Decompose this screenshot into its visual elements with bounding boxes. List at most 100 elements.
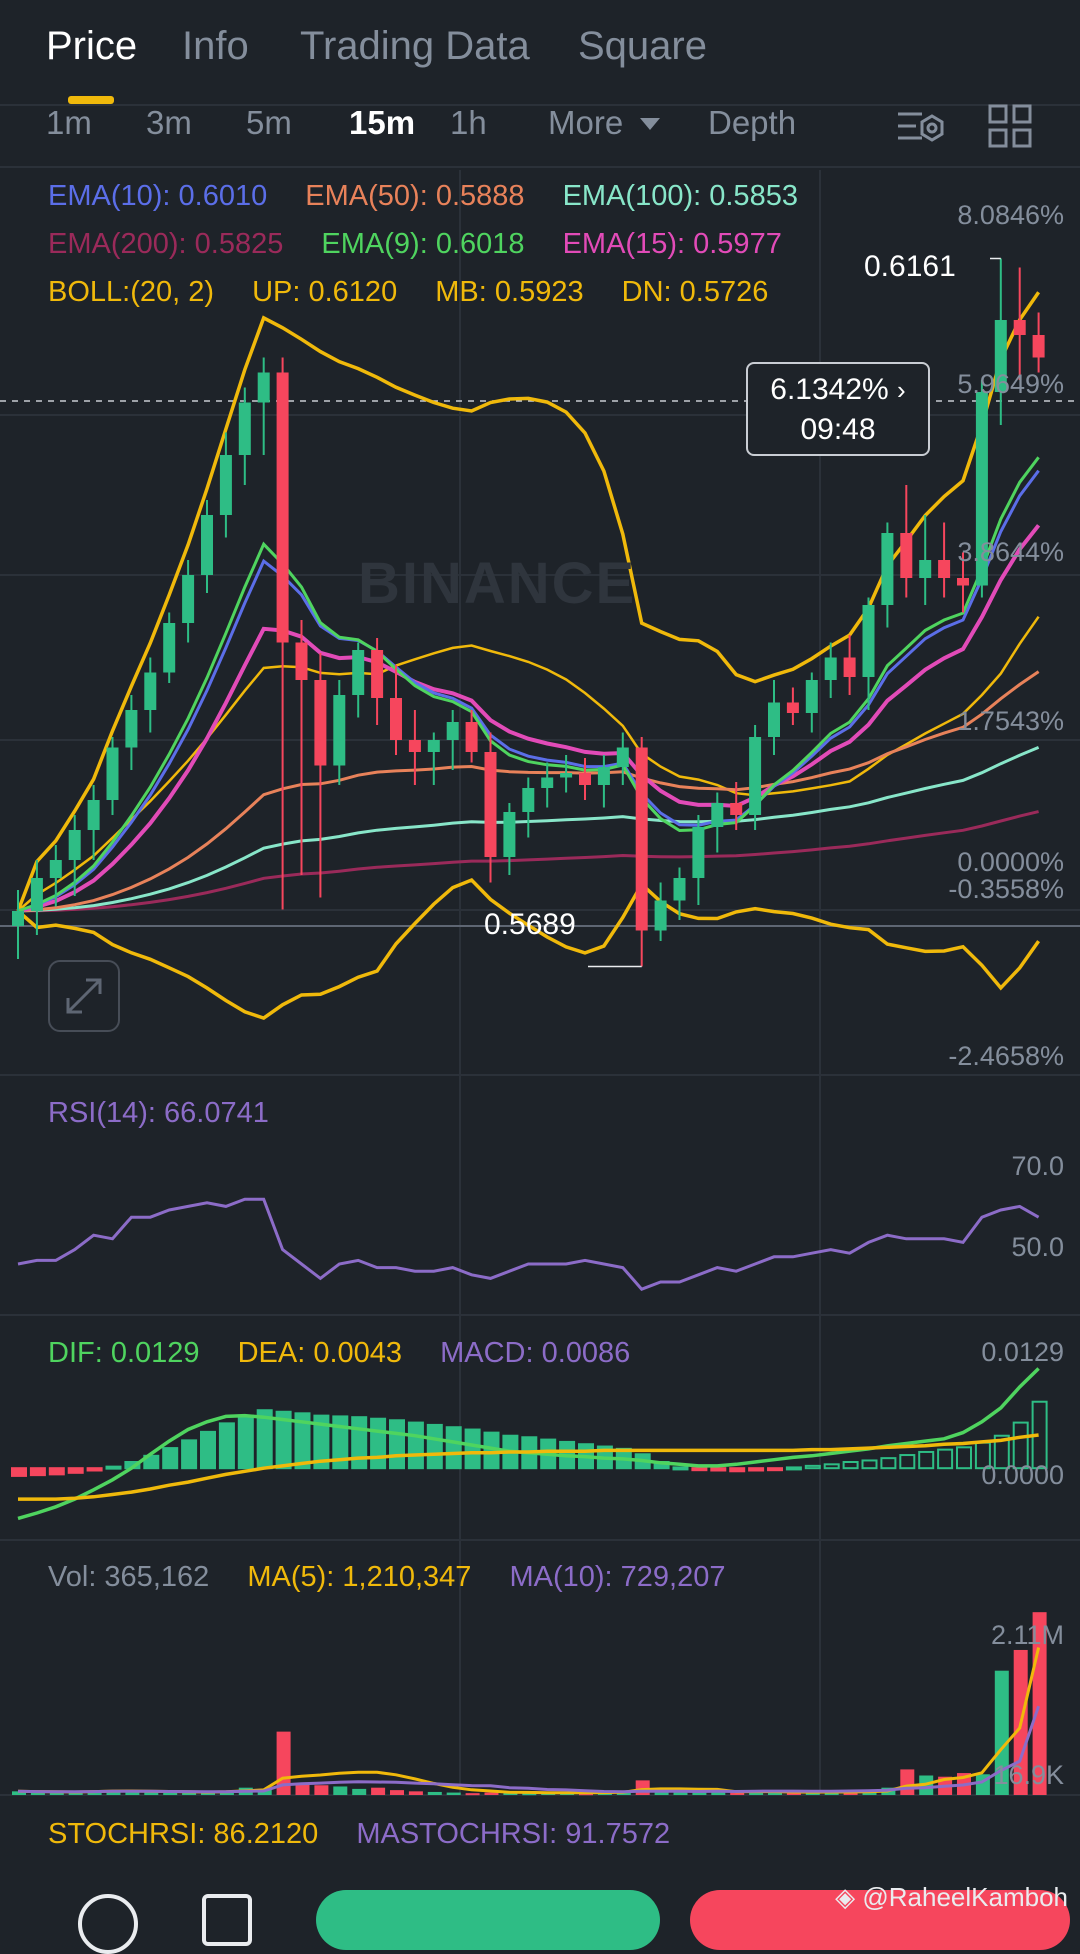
axis-label: 8.0846% [957,200,1064,230]
candle [68,830,81,860]
volume-bar [635,1780,650,1795]
axis-label: 2.11M [990,1620,1064,1650]
expand-icon [66,978,102,1014]
candle [786,702,799,713]
macd-histogram-bar [918,1450,935,1470]
candle [881,533,894,605]
credit-text: ◈ @RaheelKamboh [835,1882,1068,1913]
timeframe-1m[interactable]: 1m [46,104,92,141]
candle [805,680,818,713]
buy-button[interactable] [316,1890,660,1950]
macd-histogram-bar [389,1419,405,1470]
divider [0,166,1080,168]
fullscreen-button[interactable] [48,960,120,1032]
macd-histogram-bar [729,1467,746,1473]
layout-grid-icon[interactable] [988,104,1032,148]
candle [182,575,195,623]
tab-square[interactable]: Square [578,24,707,68]
macd-histogram-bar [275,1410,292,1470]
candle [219,455,232,515]
candle [522,788,535,812]
crosshair-tooltip[interactable]: 6.1342% › 09:48 [746,362,930,456]
boll-middle-line [17,615,1040,912]
macd-histogram-bar [86,1467,103,1472]
candle [938,560,951,578]
tab-price[interactable]: Price [46,24,138,68]
volume-ma10: MA(10): 729,207 [509,1561,726,1593]
tooltip-time: 09:48 [800,413,876,446]
candle [843,657,856,677]
volume-bar [484,1792,499,1795]
macd-histogram-bar [11,1467,27,1477]
macd-histogram-bar [105,1465,122,1470]
candle [106,747,119,800]
candle [994,320,1007,392]
volume-bar [824,1792,839,1795]
ema15-value: EMA(15): 0.5977 [562,228,782,260]
more-dropdown[interactable]: More [548,104,661,142]
macd-dea-line [18,1433,1039,1501]
notes-icon[interactable] [202,1894,252,1946]
macd-histogram-bar [748,1467,765,1472]
macd-histogram-bar [785,1466,802,1471]
macd-histogram-bar [143,1454,160,1470]
macd-histogram-bar [937,1448,954,1470]
candle [919,560,932,578]
timeframe-3m[interactable]: 3m [146,104,192,141]
candle [87,800,100,830]
ema15-line [17,524,1041,913]
axis-label: 0.0129 [981,1337,1064,1367]
macd-histogram-bar [294,1412,311,1470]
candle [333,695,346,766]
candle [427,740,440,752]
candle [635,747,648,931]
axis-label: 70.0 [1011,1151,1064,1181]
volume-bar [30,1792,45,1795]
candle [503,812,516,857]
volume-bar [12,1791,26,1795]
candle [768,702,780,737]
volume-bar [711,1791,726,1795]
macd-histogram-bar [181,1439,198,1470]
volume-ma10-line [17,1705,1041,1794]
macd-histogram-bar [804,1464,821,1470]
timeframe-1h[interactable]: 1h [450,104,487,141]
volume-bar [730,1792,745,1795]
binance-logo-icon: ◈ [835,1882,856,1912]
candle [125,710,138,748]
timeframe-5m[interactable]: 5m [246,104,292,141]
rsi-line [17,1197,1040,1291]
candle [484,752,497,857]
candle [144,672,157,710]
volume-bar [125,1791,140,1795]
candle [371,650,384,698]
macd-histogram-bar [672,1466,689,1471]
candle [408,740,421,752]
chart-settings-icon[interactable] [896,106,944,146]
active-tab-indicator [68,96,114,104]
candle [314,680,327,766]
ema-legend-row-2: EMA(200): 0.5825 EMA(9): 0.6018 EMA(15):… [48,228,812,261]
rsi-label: RSI(14): 66.0741 [48,1097,269,1129]
volume-legend: Vol: 365,162 MA(5): 1,210,347 MA(10): 72… [48,1561,755,1594]
boll-up: UP: 0.6120 [252,276,398,308]
volume-bar [390,1790,404,1795]
macd-value: MACD: 0.0086 [440,1337,631,1369]
tab-info[interactable]: Info [182,24,249,68]
macd-histogram-bar [767,1467,783,1472]
candle [49,860,62,878]
candle [541,777,554,788]
macd-histogram-bar [200,1430,216,1470]
candle [957,578,969,586]
depth-button[interactable]: Depth [708,104,797,141]
macd-dif: DIF: 0.0129 [48,1337,200,1369]
candle [616,747,629,767]
candle [749,737,762,815]
macd-histogram-bar [710,1467,727,1472]
candle [1013,320,1026,335]
tab-trading-data[interactable]: Trading Data [300,24,530,68]
more-label: More [548,104,624,141]
timeframe-15m[interactable]: 15m [349,104,416,141]
more-menu-icon[interactable] [78,1894,138,1954]
